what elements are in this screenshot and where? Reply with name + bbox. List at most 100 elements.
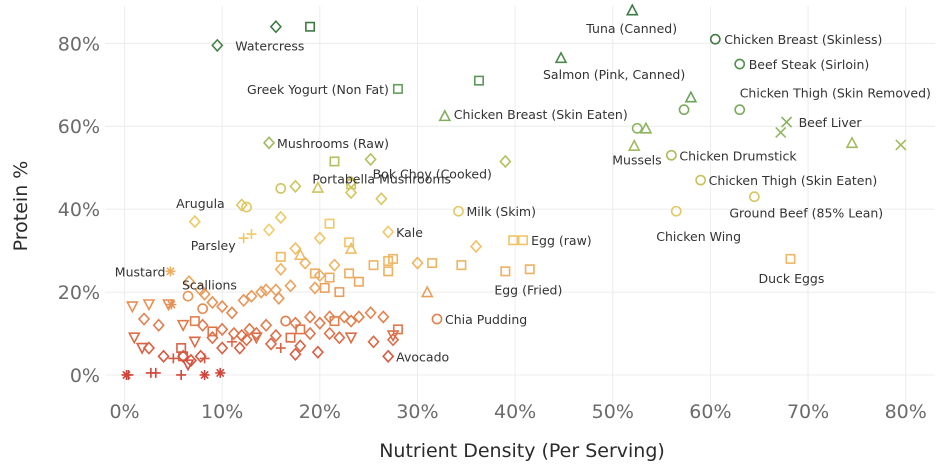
data-point-asterisk (215, 367, 226, 378)
data-point-square (329, 316, 340, 327)
data-point-diamond (269, 328, 282, 343)
point-label-beef-steak-sirloin: Beef Steak (Sirloin) (749, 57, 870, 72)
data-point-plus (246, 229, 257, 240)
data-point-diamond (313, 268, 326, 283)
data-point-square (305, 21, 316, 32)
data-point-asterisk (199, 369, 210, 380)
data-point-square (473, 75, 484, 86)
data-point-diamond (364, 152, 377, 167)
point-label-arugula: Arugula (176, 196, 225, 211)
y-tick-label: 0% (70, 365, 100, 387)
y-tick-label: 80% (58, 33, 100, 55)
data-point-triangle (344, 241, 358, 254)
data-point-square (334, 287, 345, 298)
point-label-chicken-thigh-skin-removed: Chicken Thigh (Skin Removed) (740, 86, 931, 101)
data-point-diamond (499, 154, 512, 169)
data-point-diamond (274, 210, 287, 225)
data-point-diamond (233, 341, 246, 355)
x-tick-label: 80% (885, 401, 927, 423)
data-point-diamond (198, 287, 211, 301)
data-point-asterisk (165, 266, 176, 277)
data-point-diamond (364, 306, 377, 320)
data-point-plus (199, 353, 210, 364)
data-point-diamond (313, 316, 326, 330)
data-point-diamond (137, 312, 151, 326)
data-point-diamond (311, 345, 324, 359)
data-point-diamond (344, 314, 358, 328)
data-point-triangle-down (142, 299, 156, 312)
data-point-diamond (152, 318, 165, 332)
data-point-square (295, 324, 306, 335)
data-point-triangle-down (135, 342, 149, 355)
data-point-diamond (367, 335, 380, 349)
data-point-triangle (684, 90, 698, 103)
data-point-square (344, 268, 355, 279)
data-point-diamond (303, 326, 317, 341)
data-point-diamond (262, 136, 276, 150)
point-label-bok-choy-cooked: Bok Choy (Cooked) (373, 166, 492, 181)
data-point-plus (226, 336, 237, 347)
data-point-circle (275, 183, 287, 194)
data-point-diamond (245, 289, 258, 303)
data-point-circle (695, 174, 707, 186)
data-point-circle (670, 205, 682, 217)
data-point-diamond (352, 310, 365, 324)
point-label-parsley: Parsley (191, 238, 236, 253)
data-point-diamond (303, 310, 317, 324)
data-point-diamond (377, 310, 390, 324)
data-point-diamond (333, 330, 346, 345)
data-point-square (368, 260, 379, 271)
data-point-square (275, 251, 286, 262)
point-label-mussels: Mussels (612, 153, 661, 168)
data-point-diamond (157, 349, 170, 364)
data-point-square (346, 179, 357, 190)
data-points (121, 3, 907, 380)
data-point-diamond (188, 214, 201, 229)
data-point-asterisk (166, 299, 177, 310)
data-point-plus (176, 369, 187, 380)
data-point-triangle-down (188, 336, 202, 349)
data-point-diamond (274, 262, 287, 276)
data-point-diamond (289, 179, 302, 194)
point-label-egg-fried: Egg (Fried) (494, 282, 562, 297)
data-point-triangle-down (126, 301, 139, 314)
data-point-circle (241, 201, 252, 213)
data-point-square (207, 326, 218, 337)
point-label-egg-raw: Egg (raw) (531, 233, 592, 248)
axis-ticks: 0% 10% 20% 30% 40% 50% 60% 70% 80% 0% 20% 40% 60% 80% (58, 33, 927, 423)
point-label-duck-eggs: Duck Eggs (758, 271, 824, 286)
data-point-square (524, 264, 535, 275)
data-point-diamond (344, 185, 358, 200)
data-point-circle (431, 313, 443, 325)
point-label-chicken-thigh-skin-eaten: Chicken Thigh (Skin Eaten) (709, 173, 878, 188)
data-point-diamond (225, 306, 239, 320)
data-point-x (895, 139, 907, 151)
data-point-plus (168, 353, 179, 364)
data-point-square (785, 253, 796, 264)
data-point-diamond (206, 295, 219, 310)
y-axis-title: Protein % (10, 161, 32, 252)
data-point-triangle (627, 138, 641, 152)
data-point-diamond (323, 326, 336, 341)
data-point-diamond (289, 241, 302, 256)
data-point-diamond (313, 231, 326, 245)
point-label-tuna-canned: Tuna (Canned) (585, 21, 677, 36)
data-point-diamond (260, 318, 273, 332)
data-point-diamond (237, 293, 250, 308)
point-label-watercress: Watercress (235, 38, 304, 53)
data-point-diamond (411, 256, 424, 270)
data-point-x (781, 116, 793, 128)
data-point-diamond (216, 322, 229, 337)
data-point-square (324, 218, 335, 229)
data-point-circle (453, 205, 464, 217)
point-label-mushrooms-raw: Mushrooms (Raw) (277, 136, 389, 151)
x-tick-label: 30% (396, 401, 438, 423)
x-tick-label: 50% (592, 401, 634, 423)
data-point-square (353, 276, 364, 287)
data-point-square (517, 235, 528, 246)
data-point-triangle (845, 136, 859, 149)
point-label-chicken-wing: Chicken Wing (656, 229, 741, 244)
data-point-plus (238, 233, 249, 244)
data-point-diamond (264, 337, 278, 351)
x-axis-title: Nutrient Density (Per Serving) (379, 440, 665, 462)
